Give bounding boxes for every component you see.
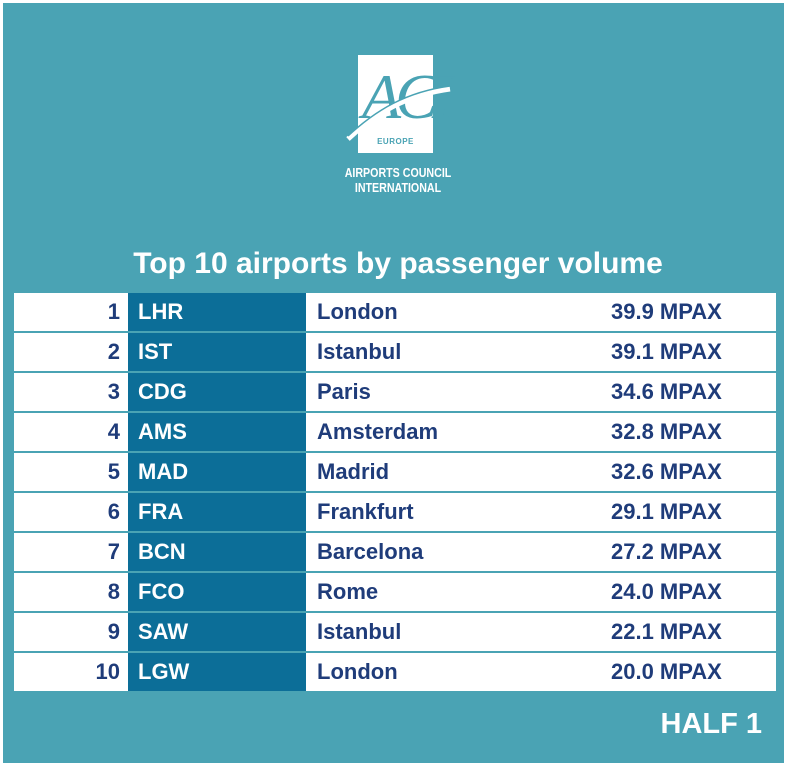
table-row: 1 LHR London 39.9 MPAX (14, 293, 776, 331)
passenger-volume-cell: 39.9 MPAX (611, 299, 722, 324)
rank-cell: 5 (107, 459, 120, 484)
city-cell: Barcelona (317, 539, 424, 564)
airport-code-cell: AMS (128, 413, 306, 451)
table-row: 7 BCN Barcelona 27.2 MPAX (14, 533, 776, 571)
logo-subtitle: AIRPORTS COUNCIL INTERNATIONAL (332, 165, 463, 195)
airport-code-cell: IST (128, 333, 306, 371)
table-row: 4 AMS Amsterdam 32.8 MPAX (14, 413, 776, 451)
table-row: 6 FRA Frankfurt 29.1 MPAX (14, 493, 776, 531)
city-cell: Frankfurt (317, 499, 414, 524)
passenger-volume-cell: 20.0 MPAX (611, 659, 722, 684)
period-label: HALF 1 (660, 708, 763, 740)
city-cell: London (317, 299, 398, 324)
passenger-volume-cell: 32.6 MPAX (611, 459, 722, 484)
aci-europe-logo: ACI EUROPE AIRPORTS COUNCIL INTERNATIONA… (345, 55, 453, 200)
logo-line-1: AIRPORTS COUNCIL (344, 165, 452, 180)
airport-code-cell: LHR (128, 293, 306, 331)
city-cell: Amsterdam (317, 419, 439, 444)
rank-cell: 2 (107, 339, 120, 364)
airport-code-cell: SAW (128, 613, 306, 651)
rank-cell: 9 (107, 619, 120, 644)
table-row: 10 LGW London 20.0 MPAX (14, 653, 776, 691)
airport-code-cell: FRA (128, 493, 306, 531)
passenger-volume-cell: 39.1 MPAX (611, 339, 722, 364)
airport-code-cell: FCO (128, 573, 306, 611)
table-row: 5 MAD Madrid 32.6 MPAX (14, 453, 776, 491)
logo-region: EUROPE (377, 137, 414, 146)
rank-cell: 1 (107, 299, 120, 324)
table-row: 3 CDG Paris 34.6 MPAX (14, 373, 776, 411)
rank-cell: 8 (107, 579, 120, 604)
logo-box: ACI EUROPE (346, 55, 453, 153)
page-title: Top 10 airports by passenger volume (133, 247, 663, 280)
city-cell: London (317, 659, 398, 684)
rank-cell: 6 (107, 499, 120, 524)
rank-cell: 10 (95, 659, 120, 684)
city-cell: Istanbul (317, 339, 402, 364)
city-cell: Paris (317, 379, 371, 404)
airport-code-cell: BCN (128, 533, 306, 571)
passenger-volume-cell: 24.0 MPAX (611, 579, 722, 604)
city-cell: Madrid (317, 459, 390, 484)
logo-line-2: INTERNATIONAL (354, 180, 442, 195)
rank-cell: 7 (107, 539, 120, 564)
airport-ranking-table: 1 LHR London 39.9 MPAX 2 IST Istanbul 39.1 MPAX… (14, 293, 776, 693)
table-row: 8 FCO Rome 24.0 MPAX (14, 573, 776, 611)
airport-code-cell: MAD (128, 453, 306, 491)
city-cell: Rome (317, 579, 379, 604)
logo-swoosh-icon (346, 85, 451, 141)
rank-cell: 4 (107, 419, 120, 444)
passenger-volume-cell: 27.2 MPAX (611, 539, 722, 564)
table-row: 9 SAW Istanbul 22.1 MPAX (14, 613, 776, 651)
city-cell: Istanbul (317, 619, 402, 644)
airport-code-cell: LGW (128, 653, 306, 691)
airport-code-cell: CDG (128, 373, 306, 411)
rank-cell: 3 (107, 379, 120, 404)
passenger-volume-cell: 29.1 MPAX (611, 499, 722, 524)
passenger-volume-cell: 32.8 MPAX (611, 419, 722, 444)
table-row: 2 IST Istanbul 39.1 MPAX (14, 333, 776, 371)
passenger-volume-cell: 34.6 MPAX (611, 379, 722, 404)
passenger-volume-cell: 22.1 MPAX (611, 619, 722, 644)
